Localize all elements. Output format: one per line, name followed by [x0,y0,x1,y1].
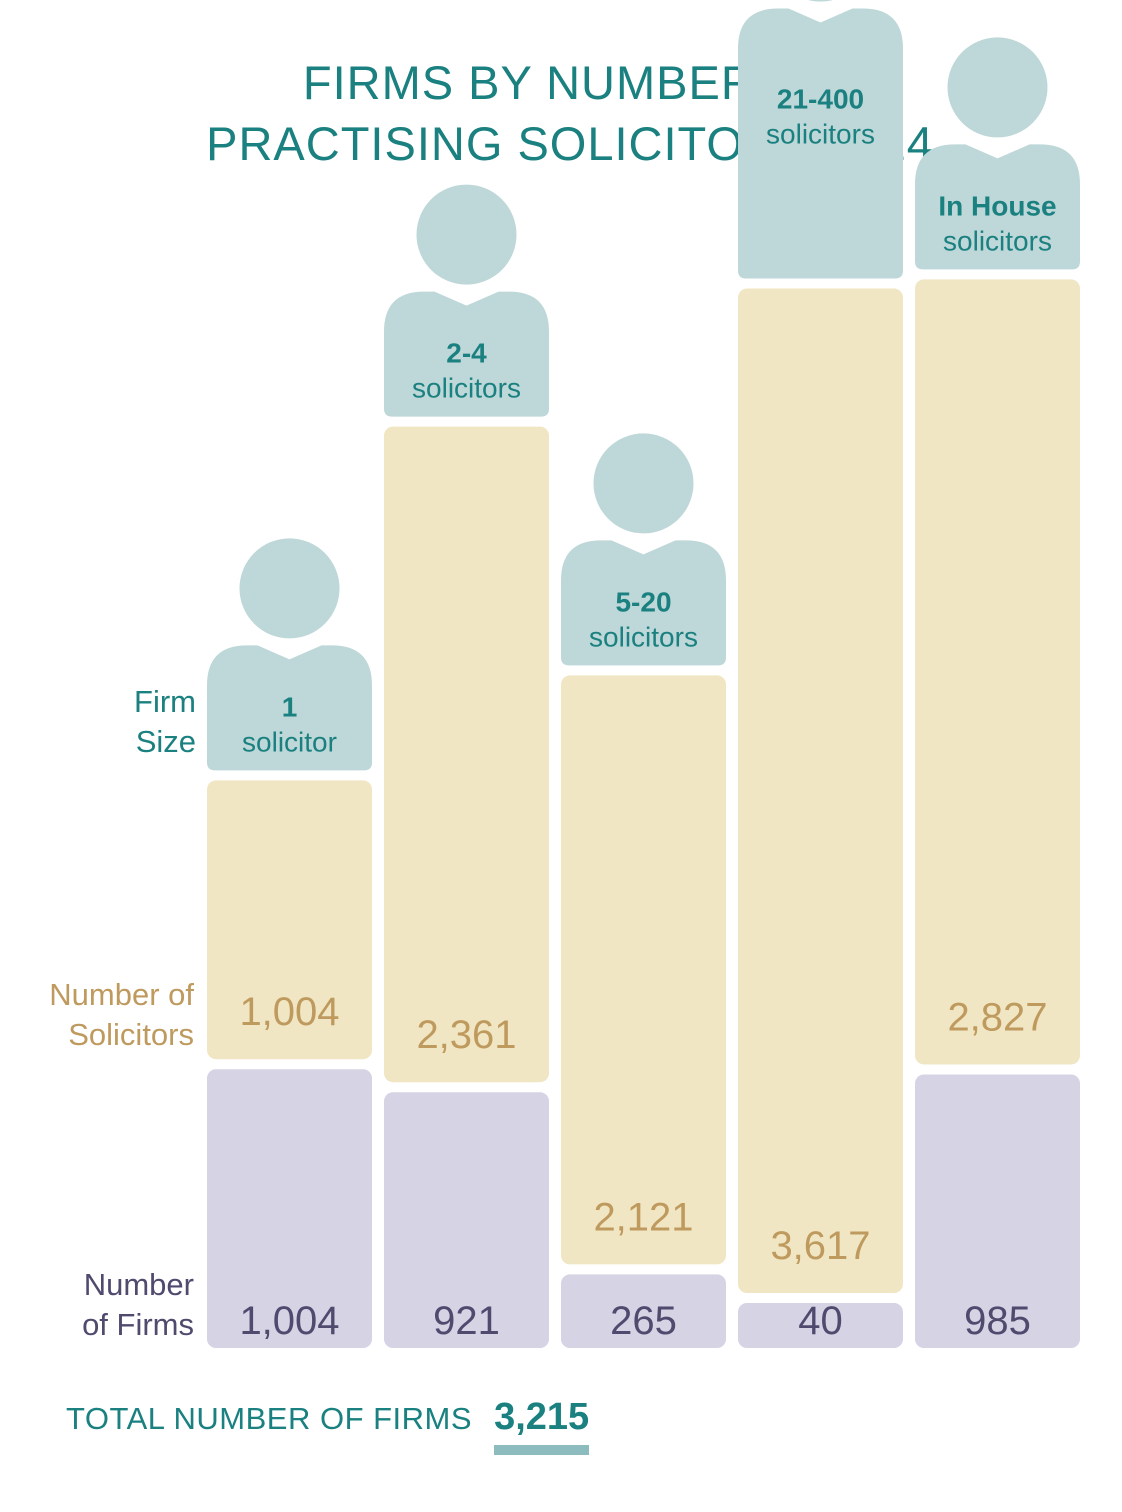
person-torso-icon-1 [384,291,549,417]
firm-size-unit-0: solicitor [242,726,337,757]
firms-bar-3 [738,1303,903,1348]
person-head-icon-3 [808,0,833,2]
person-head-icon-2 [593,433,694,534]
solicitors-label-2: 2,121 [593,1195,693,1239]
total-value: 3,215 [494,1396,590,1455]
person-torso-icon-0 [207,645,372,771]
total-firms: TOTAL NUMBER OF FIRMS 3,215 [66,1396,590,1455]
person-torso-icon-3 [738,8,903,279]
solicitors-label-3: 3,617 [770,1224,870,1268]
total-label: TOTAL NUMBER OF FIRMS [66,1401,473,1436]
firms-bar-2 [561,1274,726,1348]
solicitors-bar-4 [915,279,1080,1065]
firm-size-label-4: In House [938,190,1056,221]
firm-size-label-1: 2-4 [446,338,487,369]
solicitors-bar-3 [738,288,903,1294]
firms-label-4: 985 [964,1299,1031,1343]
solicitors-label-1: 2,361 [416,1013,516,1057]
person-torso-icon-4 [915,144,1080,270]
firm-size-unit-2: solicitors [589,621,698,652]
person-torso-icon-2 [561,540,726,666]
firms-label-1: 921 [433,1299,500,1343]
person-head-icon-4 [947,37,1048,138]
row-label-firm-size-line-1: Firm [134,684,196,719]
row-label-firm-size: Firm Size [90,682,196,762]
firms-bar-0 [207,1069,372,1348]
solicitors-bar-0 [207,780,372,1060]
firm-size-label-2: 5-20 [615,586,671,617]
firms-label-3: 40 [798,1299,843,1343]
row-label-firm-size-line-2: Size [135,724,196,759]
person-head-icon-1 [416,184,517,285]
solicitors-bar-1 [384,426,549,1083]
row-label-solicitors-line-2: Solicitors [68,1017,194,1052]
firm-size-label-0: 1 [282,691,298,722]
row-label-number-of-firms: Number of Firms [10,1265,194,1345]
firms-label-2: 265 [610,1299,677,1343]
person-head-icon-0 [239,538,340,639]
solicitors-label-4: 2,827 [947,995,1047,1039]
solicitors-label-0: 1,004 [239,990,339,1034]
firm-size-unit-3: solicitors [766,119,875,150]
solicitors-bar-2 [561,675,726,1265]
row-label-solicitors-line-1: Number of [49,977,194,1012]
firm-size-unit-4: solicitors [943,225,1052,256]
firms-bar-4 [915,1074,1080,1348]
row-label-firms-line-1: Number [83,1267,194,1302]
row-label-number-of-solicitors: Number of Solicitors [10,975,194,1055]
firms-label-0: 1,004 [239,1299,339,1343]
row-label-firms-line-2: of Firms [82,1307,194,1342]
firm-size-unit-1: solicitors [412,373,521,404]
firms-bar-1 [384,1092,549,1348]
firm-size-label-3: 21-400 [777,84,864,115]
